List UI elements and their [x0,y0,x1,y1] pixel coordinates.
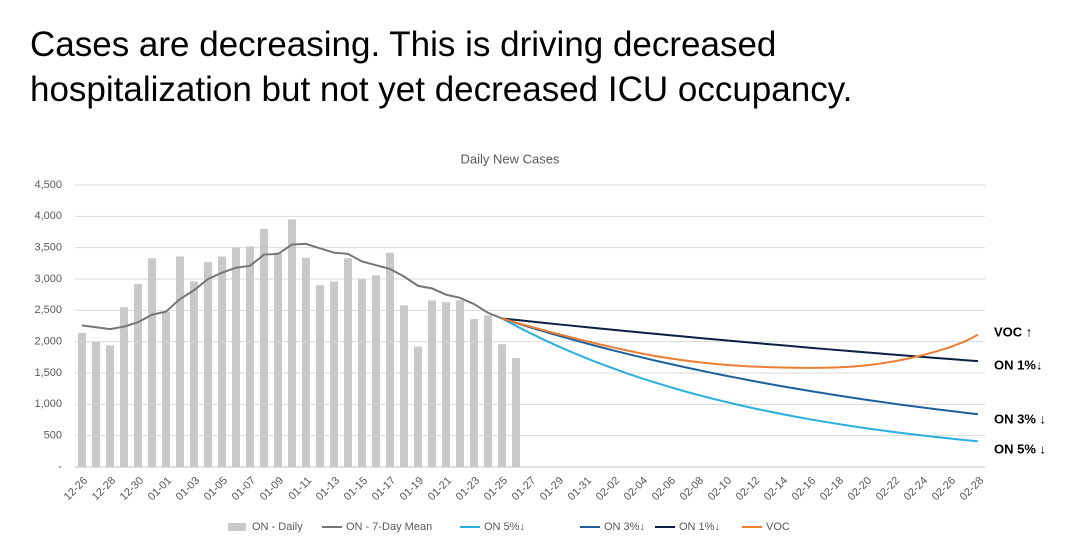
annotation: VOC ↑ [994,324,1032,339]
line-series [501,317,979,363]
x-tick-label: 02-10 [706,475,734,503]
line-series [501,317,979,443]
bar [400,305,408,467]
y-tick-label: - [58,461,62,473]
bar [92,341,100,467]
bar [204,262,212,467]
x-tick-label: 02-02 [594,475,622,503]
legend-swatch [228,523,246,531]
x-tick-label: 02-12 [734,475,762,503]
x-tick-label: 02-08 [678,475,706,503]
slide-title-line: Cases are decreasing. This is driving de… [30,25,776,64]
y-tick-label: 1,500 [34,367,62,379]
bar [442,302,450,467]
x-tick-label: 01-21 [426,475,454,503]
slide-title-line: hospitalization but not yet decreased IC… [30,70,852,109]
x-tick-label: 02-14 [762,475,790,503]
x-tick-label: 02-16 [790,475,818,503]
x-tick-label: 02-20 [846,475,874,503]
x-tick-label: 01-19 [398,475,426,503]
x-tick-label: 12-30 [118,475,146,503]
x-tick-label: 01-25 [482,475,510,503]
x-tick-label: 02-24 [902,475,930,503]
bar [372,275,380,467]
y-tick-label: 2,500 [34,304,62,316]
legend-label: ON 1%↓ [679,521,720,533]
line-series [501,317,979,416]
bar [190,281,198,467]
y-tick-label: 2,000 [34,336,62,348]
bar [106,345,114,467]
x-tick-label: 02-26 [930,475,958,503]
x-tick-label: 12-26 [62,475,90,503]
bar [512,357,520,467]
bar [484,315,492,467]
y-tick-label: 3,000 [34,273,62,285]
bar [162,311,170,467]
annotation: ON 1%↓ [994,357,1042,372]
x-tick-label: 01-05 [202,475,230,503]
y-tick-label: 1,000 [34,398,62,410]
x-tick-label: 02-04 [622,475,650,503]
x-tick-label: 01-15 [342,475,370,503]
x-tick-label: 01-31 [566,475,594,503]
x-tick-label: 01-01 [146,475,174,503]
x-tick-label: 01-09 [258,475,286,503]
legend-label: VOC [766,521,790,533]
bar [120,307,128,467]
x-tick-label: 02-06 [650,475,678,503]
bar [78,332,86,467]
bar [176,256,184,467]
x-tick-label: 12-28 [90,475,118,503]
x-tick-label: 01-29 [538,475,566,503]
bar [330,281,338,467]
x-tick-label: 02-22 [874,475,902,503]
legend-label: ON - 7-Day Mean [346,521,432,533]
bar [386,252,394,467]
line-series [501,317,979,369]
x-tick-label: 01-13 [314,475,342,503]
bar [288,219,296,467]
y-tick-label: 4,000 [34,210,62,222]
x-tick-label: 01-07 [230,475,258,503]
bar [344,258,352,467]
bar [316,285,324,467]
x-tick-label: 01-11 [286,475,314,503]
y-tick-label: 3,500 [34,242,62,254]
bar [302,257,310,467]
bar [134,284,142,467]
legend-label: ON 5%↓ [484,521,525,533]
x-tick-label: 01-23 [454,475,482,503]
bar [456,300,464,467]
annotation: ON 5% ↓ [994,441,1046,456]
x-tick-label: 01-17 [370,475,398,503]
bar [260,228,268,467]
x-tick-label: 01-27 [510,475,538,503]
bar [232,247,240,467]
bar [428,300,436,467]
bar [246,246,254,467]
bar [498,344,506,467]
line-series [81,242,503,331]
y-tick-label: 500 [44,430,62,442]
x-tick-label: 02-28 [958,475,986,503]
bar [148,258,156,467]
legend-label: ON - Daily [252,521,303,533]
bar [358,279,366,467]
chart-title: Daily New Cases [461,151,560,166]
bar [470,319,478,467]
x-tick-label: 01-03 [174,475,202,503]
y-tick-label: 4,500 [34,179,62,191]
bar [218,256,226,467]
bar [274,252,282,467]
annotation: ON 3% ↓ [994,411,1046,426]
bar [414,346,422,467]
x-tick-label: 02-18 [818,475,846,503]
legend-label: ON 3%↓ [604,521,645,533]
